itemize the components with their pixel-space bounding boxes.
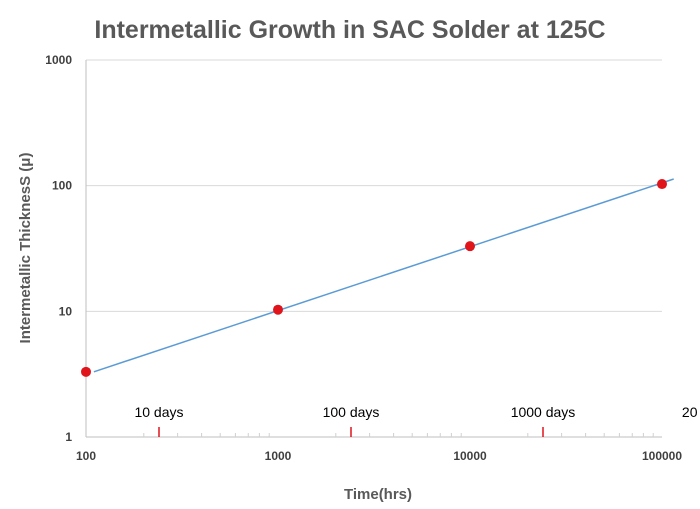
annotation-label-3: 20 years	[682, 404, 700, 420]
y-axis-label: Intermetallic ThicknesS (μ)	[17, 153, 34, 344]
minor-ticks	[143, 433, 654, 437]
x-tick-100: 100	[76, 449, 96, 463]
gridlines	[86, 59, 662, 312]
x-tick-10000: 10000	[453, 449, 487, 463]
y-tick-1: 1	[65, 430, 72, 444]
data-point	[81, 366, 91, 377]
trend-line	[93, 178, 674, 373]
x-tick-1000: 1000	[265, 449, 292, 463]
annotation-label-0: 10 days	[134, 404, 183, 420]
y-tick-10: 10	[59, 304, 73, 318]
data-point	[657, 179, 667, 190]
annotation-label-2: 1000 days	[511, 404, 576, 420]
y-tick-1000: 1000	[45, 53, 72, 67]
x-tick-100000: 100000	[642, 449, 682, 463]
chart-title: Intermetallic Growth in SAC Solder at 12…	[94, 16, 605, 44]
axes	[85, 60, 662, 438]
data-point	[273, 304, 283, 315]
x-axis-label: Time(hrs)	[344, 486, 412, 503]
x-tick-labels: 100 1000 10000 100000	[76, 449, 682, 463]
y-tick-100: 100	[52, 179, 72, 193]
annotations: 10 days 100 days 1000 days 20 years	[134, 404, 700, 437]
annotation-label-1: 100 days	[323, 404, 380, 420]
data-point	[465, 241, 475, 252]
y-tick-labels: 1 10 100 1000	[45, 53, 72, 444]
series-layer	[81, 178, 674, 377]
